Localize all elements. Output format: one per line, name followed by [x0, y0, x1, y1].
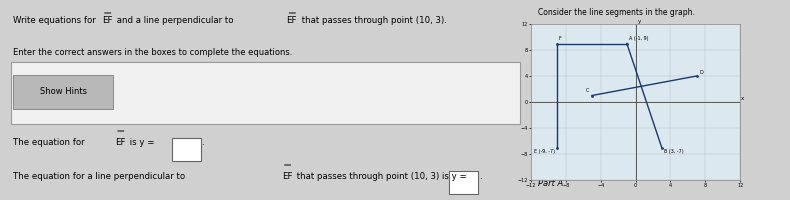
Text: and a line perpendicular to: and a line perpendicular to	[114, 16, 236, 25]
Text: Consider the line segments in the graph.: Consider the line segments in the graph.	[538, 8, 695, 17]
Text: .: .	[479, 172, 481, 181]
Text: Enter the correct answers in the boxes to complete the equations.: Enter the correct answers in the boxes t…	[13, 48, 292, 57]
Text: The equation for: The equation for	[13, 138, 88, 147]
Text: Part A: Part A	[538, 179, 563, 188]
Text: C: C	[586, 88, 589, 93]
Text: E (-9, -7): E (-9, -7)	[534, 149, 555, 154]
Bar	[449, 171, 478, 194]
FancyBboxPatch shape	[13, 75, 114, 109]
Text: EF: EF	[115, 138, 126, 147]
Text: that passes through point (10, 3).: that passes through point (10, 3).	[299, 16, 446, 25]
Text: B (3, -7): B (3, -7)	[664, 149, 684, 154]
Text: .: .	[201, 138, 204, 147]
Text: EF: EF	[102, 16, 112, 25]
Text: that passes through point (10, 3) is y =: that passes through point (10, 3) is y =	[294, 172, 469, 181]
Bar	[171, 138, 201, 161]
Text: EF: EF	[287, 16, 297, 25]
Bar	[10, 62, 520, 124]
Text: D: D	[699, 70, 703, 75]
Text: EF: EF	[282, 172, 292, 181]
Text: x: x	[740, 96, 743, 101]
Text: Write equations for: Write equations for	[13, 16, 99, 25]
Text: Show Hints: Show Hints	[40, 88, 87, 97]
Text: The equation for a line perpendicular to: The equation for a line perpendicular to	[13, 172, 188, 181]
Text: is y =: is y =	[127, 138, 157, 147]
Text: A (-1, 9): A (-1, 9)	[629, 36, 648, 41]
Text: y: y	[638, 19, 641, 24]
Text: F: F	[559, 36, 562, 41]
